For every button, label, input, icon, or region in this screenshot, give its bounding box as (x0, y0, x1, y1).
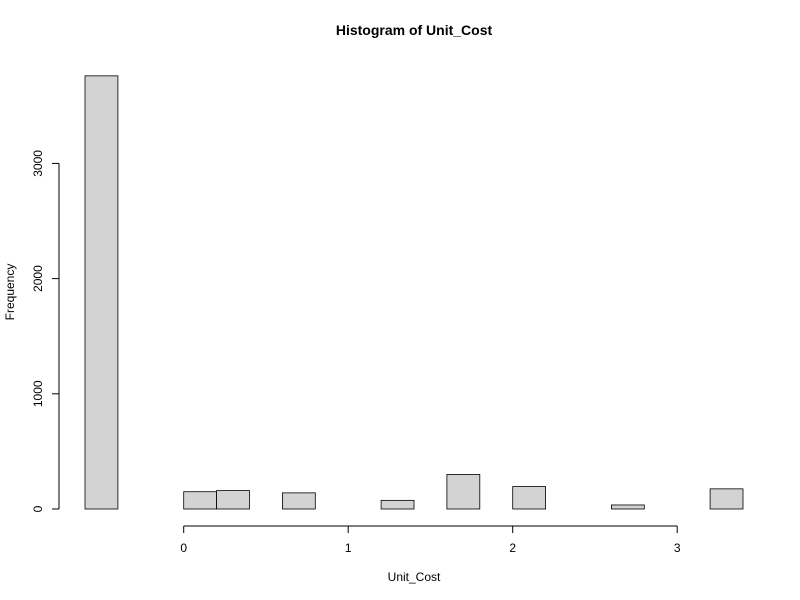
bars-group (84, 75, 744, 510)
y-tick-label: 1000 (31, 380, 45, 407)
x-axis-label: Unit_Cost (388, 570, 441, 584)
x-tick-label: 1 (345, 541, 352, 555)
histogram-bar (183, 491, 217, 510)
histogram-bar (611, 504, 645, 510)
y-tick-label: 0 (31, 505, 45, 512)
chart-title: Histogram of Unit_Cost (336, 22, 493, 38)
histogram-bar (380, 499, 415, 510)
histogram-bar (216, 490, 250, 510)
x-tick-label: 3 (674, 541, 681, 555)
y-tick-label: 2000 (31, 265, 45, 292)
x-tick-label: 0 (180, 541, 187, 555)
histogram-bar (446, 474, 481, 510)
x-tick-label: 2 (509, 541, 516, 555)
y-axis: 0 1000 2000 3000 (31, 150, 60, 512)
histogram-bar (512, 486, 547, 510)
histogram-bar (281, 492, 316, 510)
y-axis-label: Frequency (3, 264, 17, 321)
x-axis: 0 1 2 3 (180, 525, 681, 555)
histogram-bar (84, 75, 119, 510)
y-tick-label: 3000 (31, 150, 45, 177)
histogram-bar (709, 488, 744, 510)
